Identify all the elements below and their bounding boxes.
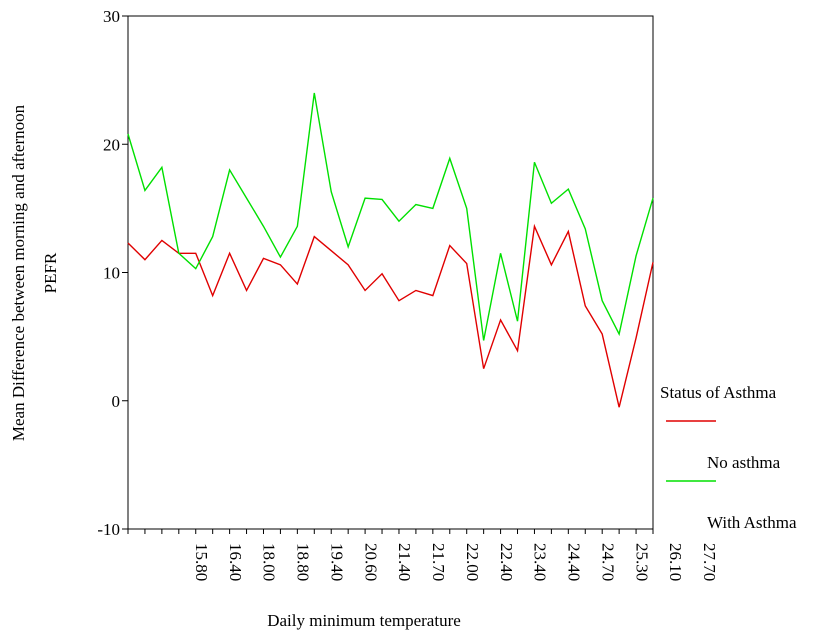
- x-tick-label: 26.10: [666, 543, 685, 581]
- y-tick-label: 20: [103, 135, 120, 154]
- plot-frame: [127, 15, 654, 530]
- y-axis-title: PEFR: [41, 252, 60, 293]
- x-tick-label: 19.40: [327, 543, 346, 581]
- y-tick-label: 30: [103, 7, 120, 26]
- x-tick-label: 21.70: [429, 543, 448, 581]
- x-tick-label: 18.00: [260, 543, 279, 581]
- legend-label: With Asthma: [707, 513, 797, 532]
- x-tick-label: 18.80: [294, 543, 313, 581]
- series-line: [127, 92, 654, 341]
- x-tick-label: 24.70: [598, 543, 617, 581]
- x-tick-label: 23.40: [531, 543, 550, 581]
- x-tick-label: 25.30: [632, 543, 651, 581]
- legend-title: Status of Asthma: [660, 383, 777, 402]
- x-tick-label: 21.40: [395, 543, 414, 581]
- x-tick-label: 22.40: [497, 543, 516, 581]
- series-line: [127, 223, 654, 408]
- x-tick-label: 22.00: [463, 543, 482, 581]
- x-axis-title: Daily minimum temperature: [267, 611, 461, 630]
- x-tick-label: 24.40: [565, 543, 584, 581]
- legend-label: No asthma: [707, 453, 781, 472]
- y-tick-label: -10: [97, 520, 120, 539]
- x-tick-label: 15.80: [192, 543, 211, 581]
- y-axis-title: Mean Difference between morning and afte…: [9, 104, 28, 441]
- x-tick-label: 27.70: [700, 543, 719, 581]
- x-tick-label: 16.40: [226, 543, 245, 581]
- y-tick-label: 0: [112, 392, 121, 411]
- x-tick-label: 20.60: [361, 543, 380, 581]
- y-tick-label: 10: [103, 264, 120, 283]
